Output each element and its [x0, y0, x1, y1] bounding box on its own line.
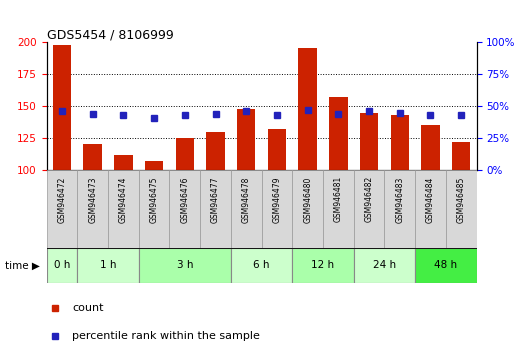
Bar: [231, 170, 262, 248]
Text: GSM946479: GSM946479: [272, 176, 281, 223]
Bar: [323, 170, 354, 248]
Bar: [176, 138, 194, 170]
Text: 1 h: 1 h: [100, 261, 116, 270]
Bar: [415, 170, 446, 248]
Text: GSM946483: GSM946483: [395, 176, 404, 223]
Bar: [354, 248, 415, 283]
Bar: [145, 161, 163, 170]
Bar: [83, 144, 102, 170]
Text: GSM946481: GSM946481: [334, 176, 343, 222]
Text: 6 h: 6 h: [253, 261, 270, 270]
Bar: [114, 155, 133, 170]
Bar: [446, 170, 477, 248]
Bar: [298, 47, 317, 170]
Text: GSM946484: GSM946484: [426, 176, 435, 223]
Text: GSM946475: GSM946475: [150, 176, 159, 223]
Bar: [452, 142, 470, 170]
Text: GDS5454 / 8106999: GDS5454 / 8106999: [47, 28, 174, 41]
Text: count: count: [73, 303, 104, 313]
Bar: [237, 109, 255, 170]
Text: 0 h: 0 h: [54, 261, 70, 270]
Text: GSM946473: GSM946473: [88, 176, 97, 223]
Text: GSM946485: GSM946485: [457, 176, 466, 223]
Text: 48 h: 48 h: [434, 261, 457, 270]
Bar: [47, 248, 77, 283]
Bar: [292, 248, 354, 283]
Bar: [329, 97, 348, 170]
Text: GSM946477: GSM946477: [211, 176, 220, 223]
Text: GSM946480: GSM946480: [303, 176, 312, 223]
Bar: [384, 170, 415, 248]
Bar: [206, 132, 225, 170]
Text: 3 h: 3 h: [177, 261, 193, 270]
Bar: [139, 248, 231, 283]
Bar: [421, 125, 440, 170]
Text: GSM946474: GSM946474: [119, 176, 128, 223]
Bar: [354, 170, 384, 248]
Bar: [139, 170, 169, 248]
Text: GSM946476: GSM946476: [180, 176, 189, 223]
Bar: [169, 170, 200, 248]
Text: GSM946472: GSM946472: [57, 176, 66, 223]
Bar: [391, 115, 409, 170]
Bar: [77, 170, 108, 248]
Text: GSM946478: GSM946478: [242, 176, 251, 223]
Bar: [262, 170, 292, 248]
Bar: [415, 248, 477, 283]
Bar: [268, 129, 286, 170]
Bar: [108, 170, 139, 248]
Bar: [200, 170, 231, 248]
Text: percentile rank within the sample: percentile rank within the sample: [73, 331, 260, 341]
Bar: [360, 113, 378, 170]
Text: GSM946482: GSM946482: [365, 176, 373, 222]
Bar: [292, 170, 323, 248]
Bar: [77, 248, 139, 283]
Text: time ▶: time ▶: [5, 261, 39, 270]
Text: 24 h: 24 h: [373, 261, 396, 270]
Bar: [231, 248, 292, 283]
Bar: [47, 170, 77, 248]
Bar: [53, 45, 71, 170]
Text: 12 h: 12 h: [311, 261, 335, 270]
